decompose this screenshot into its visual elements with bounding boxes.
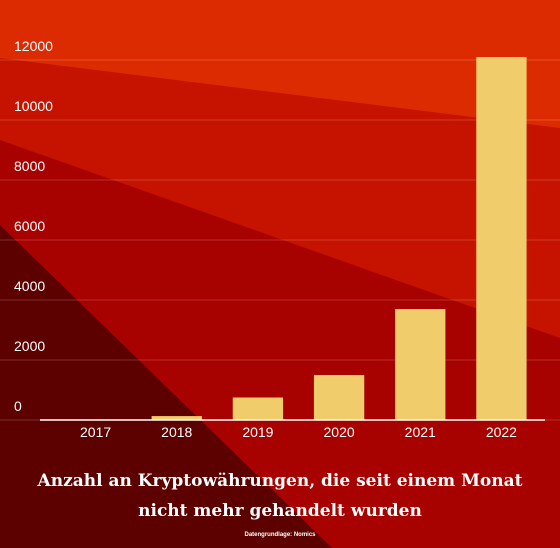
y-tick-label: 6000	[14, 218, 45, 234]
x-tick-label: 2019	[242, 424, 273, 440]
y-tick-label: 0	[14, 398, 22, 414]
y-tick-label: 12000	[14, 38, 53, 54]
bar	[476, 57, 527, 420]
y-tick-label: 8000	[14, 158, 45, 174]
x-tick-label: 2021	[405, 424, 436, 440]
y-tick-label: 4000	[14, 278, 45, 294]
x-tick-label: 2022	[486, 424, 517, 440]
y-tick-label: 2000	[14, 338, 45, 354]
y-tick-label: 10000	[14, 98, 53, 114]
bar	[313, 375, 365, 420]
chart-title: Anzahl an Kryptowährungen, die seit eine…	[37, 471, 523, 521]
bar	[395, 309, 446, 420]
bar	[232, 397, 284, 420]
background-layer	[0, 225, 332, 548]
source-note: Datengrundlage: Nomics	[244, 532, 316, 538]
x-tick-label: 2017	[80, 424, 111, 440]
x-tick-label: 2018	[161, 424, 192, 440]
x-tick-label: 2020	[324, 424, 355, 440]
bar	[151, 416, 202, 420]
